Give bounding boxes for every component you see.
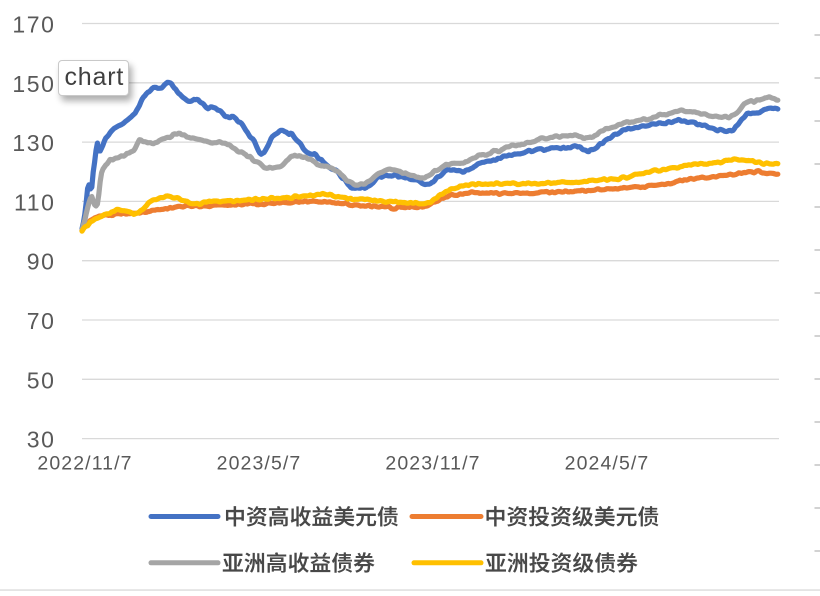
svg-text:2023/5/7: 2023/5/7 [217, 453, 302, 475]
svg-text:90: 90 [27, 249, 56, 275]
svg-text:2023/11/7: 2023/11/7 [385, 453, 480, 475]
svg-text:50: 50 [27, 367, 56, 393]
svg-text:170: 170 [12, 12, 55, 38]
svg-text:150: 150 [12, 71, 55, 97]
svg-text:2022/11/7: 2022/11/7 [37, 453, 132, 475]
svg-text:30: 30 [27, 427, 56, 453]
svg-text:70: 70 [27, 308, 56, 334]
svg-text:110: 110 [14, 189, 55, 215]
svg-text:130: 130 [12, 130, 55, 156]
svg-text:2024/5/7: 2024/5/7 [565, 453, 650, 475]
